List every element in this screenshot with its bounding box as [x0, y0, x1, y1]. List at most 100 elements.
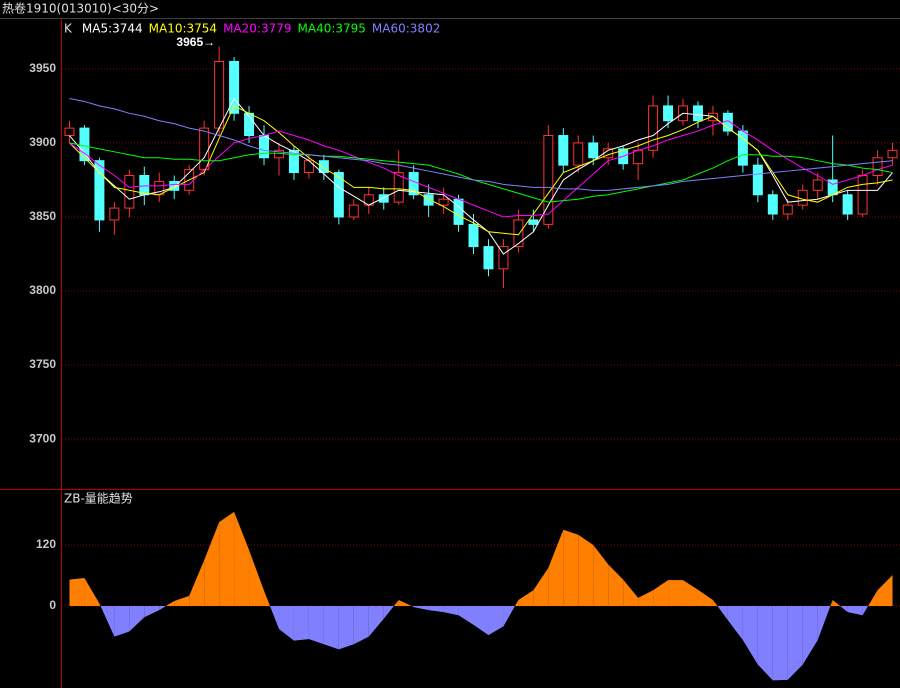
area-segment: [868, 590, 878, 607]
candle-body: [857, 175, 868, 215]
area-segment: [165, 600, 175, 607]
candle-body: [663, 105, 674, 122]
candle-body: [333, 172, 344, 218]
area-segment: [593, 544, 609, 607]
area-segment: [578, 534, 594, 607]
legend-entry: MA10:3754: [149, 22, 217, 36]
candle-body: [109, 207, 120, 221]
candle-body: [782, 204, 793, 215]
area-segment: [249, 550, 265, 607]
y-tick-label: 120: [36, 537, 56, 551]
area-segment: [114, 606, 130, 637]
area-segment: [683, 580, 698, 607]
ma-line: [69, 120, 893, 218]
area-segment: [830, 599, 833, 607]
candle-body: [453, 198, 464, 225]
candle-body: [588, 142, 599, 159]
area-segment: [278, 606, 294, 641]
area-segment: [533, 567, 549, 607]
legend-entry: MA40:3795: [298, 22, 366, 36]
area-segment: [293, 606, 309, 641]
area-segment: [742, 606, 758, 665]
candle-body: [543, 135, 554, 225]
area-segment: [368, 606, 384, 637]
area-segment: [717, 606, 728, 621]
area-segment: [219, 511, 235, 607]
area-segment: [353, 606, 369, 645]
area-segment: [802, 606, 818, 665]
candle-body: [438, 198, 449, 206]
candle-body: [498, 246, 509, 270]
candle-body: [318, 160, 329, 174]
area-segment: [411, 606, 414, 608]
candle-body: [648, 105, 659, 151]
area-segment: [727, 606, 743, 641]
legend-entry: MA5:3744: [82, 22, 143, 36]
area-segment: [174, 595, 190, 607]
area-segment: [840, 606, 848, 613]
candle-body: [199, 127, 210, 171]
candle-body: [288, 149, 299, 174]
candle-body: [94, 160, 105, 221]
area-segment: [398, 599, 412, 607]
area-segment: [413, 606, 429, 611]
area-segment: [623, 579, 639, 607]
candle-body: [79, 127, 90, 162]
area-segment: [383, 606, 394, 619]
candle-body: [528, 219, 539, 225]
ma-line: [69, 98, 893, 191]
area-segment: [458, 606, 474, 625]
area-segment: [264, 590, 271, 607]
area-segment: [99, 603, 101, 607]
area-segment: [548, 529, 564, 607]
candle-body: [169, 180, 180, 191]
candle-body: [468, 223, 479, 248]
y-tick-label: 3700: [29, 431, 56, 445]
y-tick-label: 3900: [29, 135, 56, 149]
area-segment: [697, 589, 713, 607]
y-tick-label: 3950: [29, 61, 56, 75]
area-segment: [847, 606, 863, 616]
candle-body: [259, 135, 270, 159]
area-segment: [832, 599, 841, 607]
area-segment: [323, 606, 339, 650]
candle-body: [767, 194, 778, 215]
area-segment: [338, 606, 354, 650]
y-tick-label: 3800: [29, 283, 56, 297]
area-segment: [518, 590, 534, 607]
area-segment: [473, 606, 489, 636]
annotation: 3965→: [176, 35, 215, 49]
candle-body: [633, 149, 644, 165]
area-segment: [488, 606, 504, 636]
area-segment: [308, 606, 324, 645]
area-segment: [144, 606, 160, 618]
area-segment: [608, 564, 624, 607]
y-tick-label: 3750: [29, 357, 56, 371]
candle-body: [513, 219, 524, 248]
area-segment: [84, 578, 100, 607]
candle-body: [483, 246, 494, 270]
area-segment: [712, 599, 718, 607]
legend-entry: MA20:3779: [223, 22, 291, 36]
candle-body: [64, 127, 75, 137]
area-segment: [100, 606, 115, 637]
candle-body: [558, 135, 569, 166]
candle-body: [303, 160, 314, 174]
area-segment: [69, 578, 85, 607]
candle-body: [752, 164, 763, 196]
area-segment: [159, 606, 166, 611]
candle-body: [214, 60, 225, 129]
candle-body: [707, 112, 718, 122]
area-segment: [234, 511, 250, 607]
area-segment: [877, 575, 893, 607]
candle-body: [348, 204, 359, 218]
candle-body: [573, 142, 584, 166]
candle-body: [124, 175, 135, 209]
legend-entry: MA60:3802: [372, 22, 440, 36]
y-tick-label: 3850: [29, 209, 56, 223]
area-segment: [443, 606, 459, 616]
candle-body: [797, 189, 808, 206]
